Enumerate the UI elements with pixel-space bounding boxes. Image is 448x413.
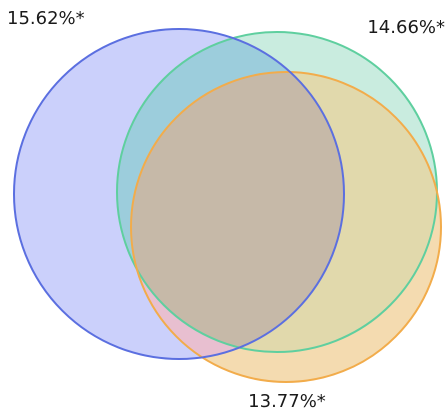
set-a-label: 15.62%*: [7, 8, 85, 29]
set-b-label: 14.66%*: [367, 17, 445, 38]
set-a-outline: [13, 28, 345, 360]
set-c-label: 13.77%*: [248, 391, 326, 412]
set-c-outline: [130, 71, 442, 383]
overlap-a-b-c: [131, 72, 344, 352]
